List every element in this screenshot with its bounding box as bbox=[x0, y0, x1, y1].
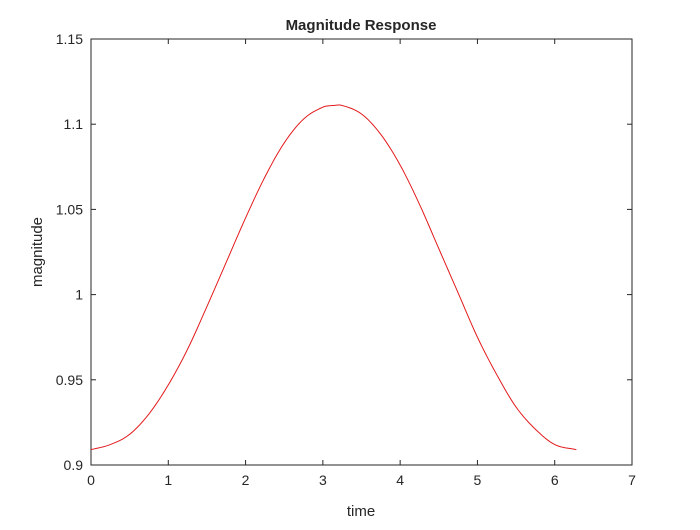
plot-area bbox=[90, 38, 633, 466]
x-tick-label: 2 bbox=[242, 472, 250, 488]
y-tick-label: 1.1 bbox=[64, 116, 84, 132]
y-axis-label: magnitude bbox=[29, 217, 46, 287]
x-tick-label: 3 bbox=[319, 472, 327, 488]
x-tick-label: 5 bbox=[474, 472, 482, 488]
y-axis-ticks: 0.9 0.95 1 1.05 1.1 1.15 bbox=[56, 31, 632, 473]
x-axis-ticks: 0 1 2 3 4 5 6 7 bbox=[87, 39, 636, 488]
y-tick-label: 1.05 bbox=[56, 201, 83, 217]
x-tick-label: 4 bbox=[396, 472, 404, 488]
x-tick-label: 0 bbox=[87, 472, 95, 488]
y-tick-label: 0.9 bbox=[64, 457, 84, 473]
x-axis-label: time bbox=[347, 503, 375, 520]
x-tick-label: 7 bbox=[628, 472, 636, 488]
y-tick-label: 1 bbox=[75, 287, 83, 303]
y-tick-label: 1.15 bbox=[56, 31, 83, 47]
series-line bbox=[90, 104, 577, 451]
y-tick-label: 0.95 bbox=[56, 372, 83, 388]
chart-title: Magnitude Response bbox=[286, 17, 437, 34]
x-tick-label: 1 bbox=[164, 472, 172, 488]
x-tick-label: 6 bbox=[551, 472, 559, 488]
